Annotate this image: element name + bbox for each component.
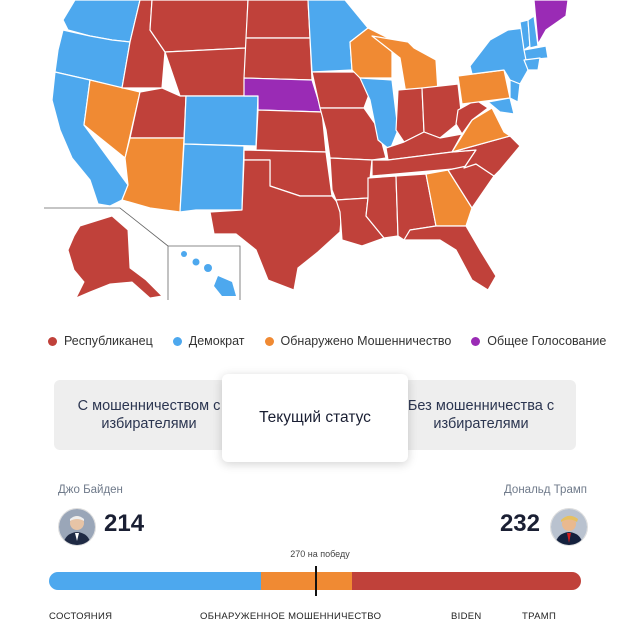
tab-current-status[interactable]: Текущий статус xyxy=(222,374,408,462)
to-win-label: 270 на победу xyxy=(290,549,350,559)
legend-dot-democrat xyxy=(172,336,182,346)
label-biden: BIDEN xyxy=(451,611,482,622)
candidate-name-trump: Дональд Трамп xyxy=(504,484,587,496)
legend-fraud: Обнаружено Мошенничество xyxy=(264,334,452,348)
legend-popular-vote: Общее Голосование xyxy=(471,334,606,348)
legend-label-popular-vote: Общее Голосование xyxy=(487,334,607,348)
legend-dot-popular-vote xyxy=(471,336,481,346)
state-new-mexico[interactable] xyxy=(179,143,245,213)
state-south-dakota[interactable] xyxy=(243,37,313,81)
legend-label-democrat: Демократ xyxy=(188,334,245,348)
state-colorado[interactable] xyxy=(183,95,259,147)
state-texas[interactable] xyxy=(209,159,343,291)
state-hawaii[interactable] xyxy=(181,251,236,296)
alaska-inset-frame xyxy=(44,207,169,300)
label-fraud-detected: ОБНАРУЖЕННОЕ МОШЕННИЧЕСТВО xyxy=(200,611,382,622)
progress-segment-democrat xyxy=(49,572,261,590)
progress-segment-republican xyxy=(351,572,581,590)
state-massachusetts[interactable] xyxy=(523,45,549,61)
trump-electoral-votes: 232 xyxy=(499,510,540,537)
state-wyoming[interactable] xyxy=(164,47,247,97)
scenario-tabs: С мошенничеством с избирателями Без моше… xyxy=(54,372,576,464)
state-florida[interactable] xyxy=(403,225,497,291)
state-arizona[interactable] xyxy=(121,137,185,213)
legend-democrat: Демократ xyxy=(172,334,245,348)
state-alaska[interactable] xyxy=(67,215,164,299)
label-states: СОСТОЯНИЯ xyxy=(49,611,113,622)
state-new-hampshire[interactable] xyxy=(527,15,539,49)
state-new-york[interactable] xyxy=(469,27,529,85)
biden-avatar-icon xyxy=(58,508,96,546)
state-ohio[interactable] xyxy=(421,83,463,139)
legend-republican: Республиканец xyxy=(48,334,153,348)
electoral-progress-bar xyxy=(49,572,581,590)
legend-label-republican: Республиканец xyxy=(64,334,153,348)
legend-dot-fraud xyxy=(264,336,274,346)
progress-segment-fraud xyxy=(260,572,352,590)
trump-avatar-icon xyxy=(550,508,588,546)
state-arkansas[interactable] xyxy=(329,157,373,201)
state-maryland[interactable] xyxy=(487,97,515,115)
candidate-name-biden: Джо Байден xyxy=(58,484,123,496)
label-trump: ТРАМП xyxy=(522,611,557,622)
state-iowa[interactable] xyxy=(311,71,371,109)
win-threshold-marker xyxy=(315,566,317,596)
legend-label-fraud: Обнаружено Мошенничество xyxy=(280,334,452,348)
us-electoral-map xyxy=(44,0,569,300)
state-michigan[interactable] xyxy=(371,35,439,95)
map-legend: Республиканец Демократ Обнаружено Мошенн… xyxy=(48,332,608,350)
state-north-dakota[interactable] xyxy=(245,0,311,39)
state-connecticut[interactable] xyxy=(523,57,541,71)
state-montana[interactable] xyxy=(149,0,249,53)
state-new-jersey[interactable] xyxy=(509,79,521,103)
legend-dot-republican xyxy=(48,336,57,346)
state-georgia[interactable] xyxy=(425,169,473,227)
hawaii-inset-frame xyxy=(168,245,241,300)
biden-electoral-votes: 214 xyxy=(104,510,145,537)
state-missouri[interactable] xyxy=(319,107,387,161)
state-maine[interactable] xyxy=(533,0,569,45)
state-north-carolina[interactable] xyxy=(451,135,521,177)
state-kansas[interactable] xyxy=(255,109,327,153)
